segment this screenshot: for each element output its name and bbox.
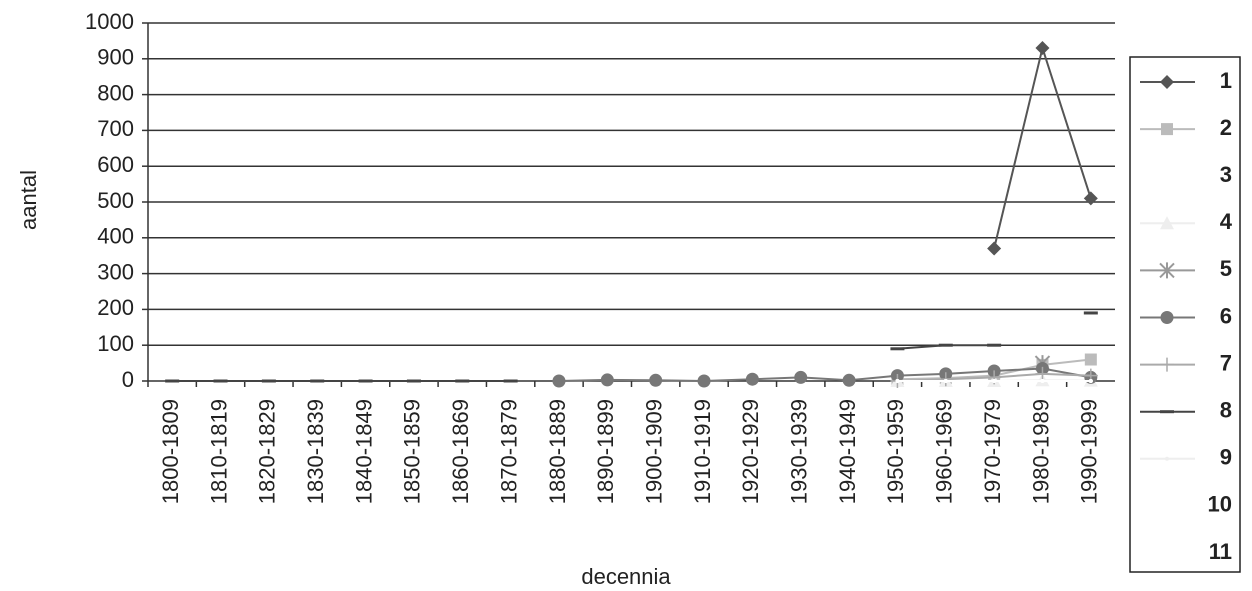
x-tick-label: 1960-1969 [932, 399, 957, 504]
y-tick-label: 100 [97, 331, 134, 356]
x-tick-label: 1940-1949 [835, 399, 860, 504]
x-tick-label: 1850-1859 [400, 399, 425, 504]
y-tick-label: 400 [97, 224, 134, 249]
x-tick-label: 1930-1939 [787, 399, 812, 504]
x-tick-label: 1840-1849 [351, 399, 376, 504]
y-tick-label: 0 [122, 367, 134, 392]
legend-marker [1159, 262, 1175, 279]
point [552, 374, 566, 388]
point [1084, 353, 1097, 366]
x-tick-label: 1880-1889 [545, 399, 570, 504]
legend-box [1129, 56, 1241, 573]
x-tick-label: 1820-1829 [255, 399, 280, 504]
legend-marker [1160, 75, 1174, 89]
x-tick-label: 1870-1879 [496, 399, 521, 504]
y-tick-label: 300 [97, 259, 134, 284]
legend-marker [1160, 357, 1174, 372]
x-tick-label: 1810-1819 [206, 399, 231, 504]
x-tick-label: 1990-1999 [1077, 399, 1102, 504]
series-line [172, 313, 1091, 381]
legend-label: 10 [1208, 492, 1232, 517]
x-tick-label: 1800-1809 [158, 399, 183, 504]
x-tick-label: 1980-1989 [1028, 399, 1053, 504]
x-tick-label: 1950-1959 [883, 399, 908, 504]
y-tick-label: 600 [97, 152, 134, 177]
point [1040, 379, 1045, 383]
legend-label: 2 [1220, 115, 1232, 140]
y-tick-label: 800 [97, 80, 134, 105]
point [1035, 366, 1050, 381]
legend-marker [1165, 456, 1169, 461]
x-tick-label: 1830-1839 [303, 399, 328, 504]
y-axis-label: aantal [16, 170, 41, 230]
point [649, 373, 663, 387]
point [895, 379, 900, 383]
legend-marker [1160, 216, 1174, 230]
y-tick-label: 500 [97, 188, 134, 213]
legend-label: 11 [1209, 539, 1232, 564]
legend-label: 1 [1220, 68, 1232, 93]
point [842, 373, 856, 387]
series-line [558, 367, 1092, 383]
legend-marker [1160, 311, 1174, 324]
legend-label: 8 [1220, 398, 1232, 423]
y-tick-label: 200 [97, 295, 134, 320]
series-line [993, 44, 1092, 249]
legend-marker [1165, 551, 1169, 555]
x-tick-label: 1860-1869 [448, 399, 473, 504]
legend-marker [1161, 123, 1173, 136]
legend-label: 5 [1220, 256, 1232, 281]
point [1083, 191, 1098, 206]
y-tick-label: 700 [97, 116, 134, 141]
legend-marker [1165, 503, 1169, 508]
point [1035, 41, 1050, 56]
x-tick-label: 1970-1979 [980, 399, 1005, 504]
y-tick-label: 900 [97, 45, 134, 70]
point [794, 370, 808, 384]
point [987, 241, 1002, 256]
point [745, 372, 759, 386]
point [600, 373, 614, 387]
legend-label: 7 [1220, 350, 1232, 375]
legend-marker [1165, 174, 1169, 179]
y-tick-label: 1000 [85, 9, 134, 34]
point [697, 374, 711, 388]
x-tick-label: 1890-1899 [593, 399, 618, 504]
x-axis-label: decennia [581, 564, 671, 589]
point [1088, 379, 1093, 383]
legend-label: 4 [1220, 209, 1233, 234]
x-tick-label: 1900-1909 [641, 399, 666, 504]
point [943, 379, 948, 383]
legend-label: 9 [1220, 445, 1232, 470]
x-tick-label: 1920-1929 [738, 399, 763, 504]
legend-label: 6 [1220, 303, 1232, 328]
x-tick-label: 1910-1919 [690, 399, 715, 504]
point [992, 379, 997, 383]
legend-label: 3 [1220, 162, 1232, 187]
